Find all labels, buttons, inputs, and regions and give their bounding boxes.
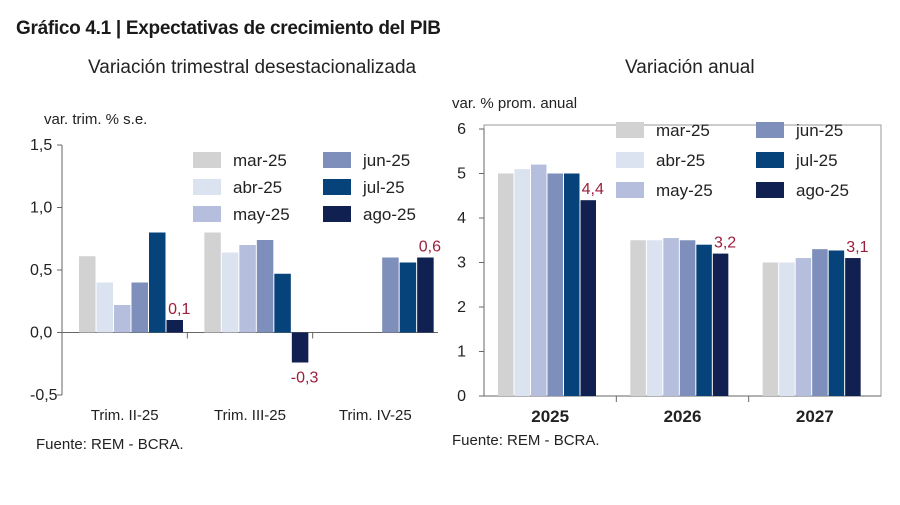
- page-title: Gráfico 4.1 | Expectativas de crecimient…: [16, 18, 441, 39]
- legend-swatch-mar-25: [616, 122, 644, 138]
- y-tick-label: 3: [457, 255, 466, 272]
- left-chart-title: Variación trimestral desestacionalizada: [88, 57, 417, 78]
- bar-jun-25: [812, 249, 828, 396]
- data-label: -0,3: [291, 370, 319, 387]
- legend-label: mar-25: [656, 121, 710, 140]
- bar-jun-25: [382, 257, 399, 333]
- legend-label: jul-25: [795, 151, 838, 170]
- bar-jul-25: [696, 244, 712, 396]
- category-label: Trim. IV-25: [339, 407, 412, 424]
- legend-label: ago-25: [363, 205, 416, 224]
- legend-swatch-jun-25: [323, 152, 351, 168]
- legend-label: may-25: [656, 181, 713, 200]
- y-tick-label: 2: [457, 299, 466, 316]
- left-source-note: Fuente: REM - BCRA.: [36, 436, 184, 453]
- bar-ago-25: [291, 332, 309, 363]
- data-label: 3,2: [714, 235, 736, 252]
- y-tick-label: 0: [457, 388, 466, 405]
- y-axis-label: var. trim. % s.e.: [44, 111, 147, 128]
- bar-may-25: [531, 164, 547, 396]
- bar-mar-25: [762, 262, 779, 396]
- bar-ago-25: [166, 320, 183, 333]
- y-tick-label: 0,0: [30, 325, 52, 342]
- bar-abr-25: [96, 282, 113, 333]
- legend-label: may-25: [233, 205, 290, 224]
- legend-swatch-abr-25: [616, 152, 644, 168]
- legend-swatch-may-25: [616, 182, 644, 198]
- legend-swatch-may-25: [193, 206, 221, 222]
- bar-jun-25: [547, 173, 563, 396]
- bar-abr-25: [221, 252, 239, 333]
- y-axis-label: var. % prom. anual: [452, 95, 577, 112]
- category-label: 2025: [531, 407, 569, 426]
- y-tick-label: 1: [457, 344, 466, 361]
- y-tick-label: 1,0: [30, 200, 52, 217]
- bar-ago-25: [845, 258, 861, 396]
- bar-mar-25: [204, 232, 221, 333]
- legend-swatch-jul-25: [756, 152, 784, 168]
- category-label: Trim. II-25: [91, 407, 159, 424]
- bar-mar-25: [630, 240, 646, 396]
- bar-may-25: [663, 238, 679, 396]
- y-tick-label: 0,5: [30, 262, 52, 279]
- legend-swatch-ago-25: [323, 206, 351, 222]
- data-label: 4,4: [582, 181, 604, 198]
- bar-may-25: [239, 245, 256, 333]
- bar-ago-25: [712, 253, 729, 396]
- legend-label: abr-25: [656, 151, 705, 170]
- legend-label: jun-25: [795, 121, 843, 140]
- legend-swatch-jun-25: [756, 122, 784, 138]
- legend-label: jul-25: [362, 178, 405, 197]
- legend-swatch-abr-25: [193, 179, 221, 195]
- bar-jul-25: [564, 173, 580, 396]
- category-label: Trim. III-25: [214, 407, 286, 424]
- bar-abr-25: [514, 169, 530, 396]
- data-label: 0,6: [419, 239, 441, 256]
- y-tick-label: -0,5: [30, 387, 58, 404]
- y-tick-label: 6: [457, 121, 466, 138]
- legend-label: abr-25: [233, 178, 282, 197]
- bar-may-25: [795, 258, 812, 396]
- category-label: 2027: [796, 407, 834, 426]
- bar-ago-25: [417, 257, 434, 333]
- data-label: 0,1: [168, 301, 190, 318]
- legend-swatch-jul-25: [323, 179, 351, 195]
- bar-ago-25: [580, 200, 596, 396]
- right-source-note: Fuente: REM - BCRA.: [452, 432, 600, 449]
- category-label: 2026: [664, 407, 702, 426]
- bar-jun-25: [256, 240, 274, 333]
- y-tick-label: 1,5: [30, 137, 52, 154]
- y-tick-label: 5: [457, 166, 466, 183]
- right-chart-title: Variación anual: [625, 57, 755, 78]
- legend-swatch-ago-25: [756, 182, 784, 198]
- bar-may-25: [114, 305, 131, 333]
- legend-label: jun-25: [362, 151, 410, 170]
- bar-jul-25: [149, 232, 166, 333]
- bar-jul-25: [399, 262, 417, 333]
- bar-jul-25: [274, 273, 291, 333]
- bar-abr-25: [646, 240, 663, 396]
- bar-jul-25: [828, 250, 845, 396]
- bar-jun-25: [679, 240, 696, 396]
- data-label: 3,1: [846, 239, 868, 256]
- legend-label: mar-25: [233, 151, 287, 170]
- bar-abr-25: [779, 262, 795, 396]
- bar-jun-25: [131, 282, 148, 333]
- bar-mar-25: [498, 173, 514, 396]
- legend-label: ago-25: [796, 181, 849, 200]
- bar-mar-25: [79, 256, 96, 333]
- legend-swatch-mar-25: [193, 152, 221, 168]
- y-tick-label: 4: [457, 210, 466, 227]
